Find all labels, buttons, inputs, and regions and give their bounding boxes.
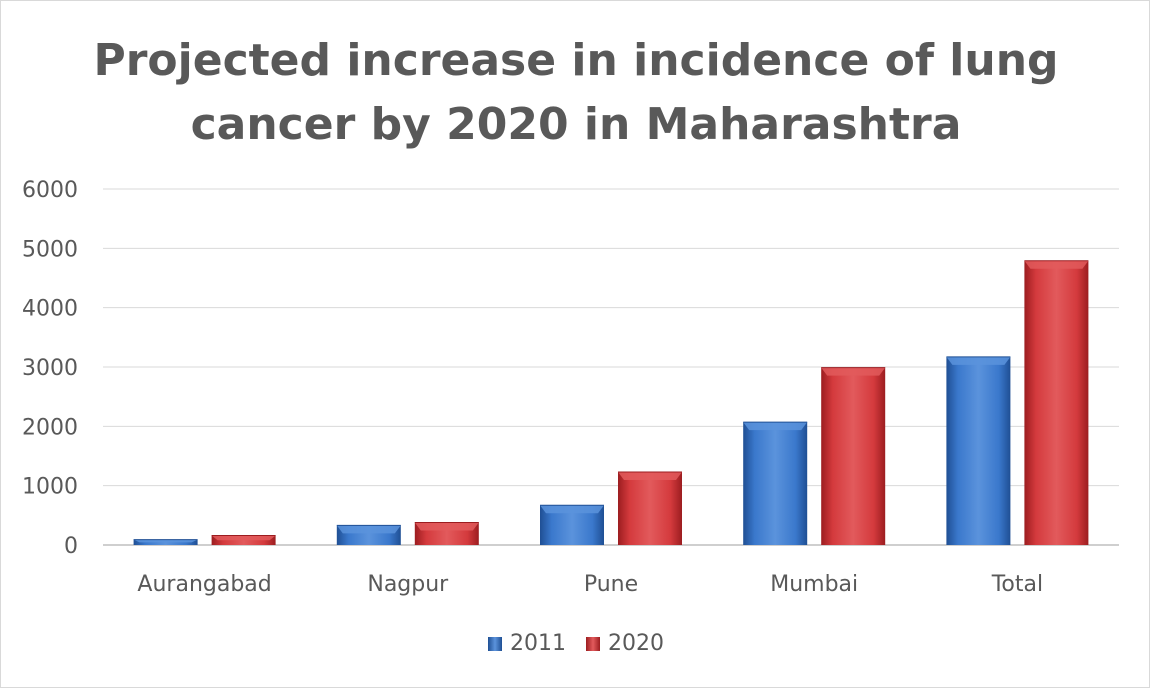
legend-label-2011: 2011 bbox=[510, 631, 566, 656]
x-category-label: Mumbai bbox=[770, 572, 858, 597]
bar-2011-total bbox=[946, 356, 1011, 545]
x-category-label: Aurangabad bbox=[137, 572, 271, 597]
y-tick-label: 0 bbox=[64, 534, 78, 559]
bar-2020-aurangabad bbox=[211, 535, 276, 545]
x-category-label: Nagpur bbox=[367, 572, 449, 597]
chart-title-line-2: cancer by 2020 in Maharashtra bbox=[190, 99, 962, 150]
bar-2020-total bbox=[1024, 260, 1089, 545]
bar-2020-nagpur bbox=[414, 521, 479, 545]
legend: 2011 2020 bbox=[1, 631, 1150, 656]
y-tick-label: 1000 bbox=[22, 475, 78, 500]
y-tick-label: 2000 bbox=[22, 415, 78, 440]
y-axis-ticks: 0 1000 2000 3000 4000 5000 6000 bbox=[22, 178, 78, 559]
bar-2011-aurangabad bbox=[133, 539, 198, 545]
bar-2011-pune bbox=[540, 504, 604, 545]
legend-label-2020: 2020 bbox=[608, 631, 664, 656]
chart-title-line-1: Projected increase in incidence of lung bbox=[93, 35, 1059, 86]
legend-swatch-2020 bbox=[586, 636, 600, 651]
legend-swatch-2011 bbox=[488, 636, 502, 651]
bars bbox=[133, 260, 1089, 545]
x-category-label: Total bbox=[991, 572, 1043, 597]
y-tick-label: 5000 bbox=[22, 237, 78, 262]
y-tick-label: 3000 bbox=[22, 356, 78, 381]
legend-item-2020: 2020 bbox=[586, 631, 664, 656]
x-axis-labels: Aurangabad Nagpur Pune Mumbai Total bbox=[137, 572, 1043, 597]
x-category-label: Pune bbox=[584, 572, 638, 597]
bar-2020-pune bbox=[618, 471, 682, 545]
bar-2020-mumbai bbox=[821, 367, 886, 545]
legend-item-2011: 2011 bbox=[488, 631, 566, 656]
y-tick-label: 6000 bbox=[22, 178, 78, 203]
y-tick-label: 4000 bbox=[22, 297, 78, 322]
chart-title: Projected increase in incidence of lung … bbox=[1, 29, 1150, 157]
bar-2011-mumbai bbox=[743, 421, 808, 545]
bar-2011-nagpur bbox=[336, 524, 401, 545]
